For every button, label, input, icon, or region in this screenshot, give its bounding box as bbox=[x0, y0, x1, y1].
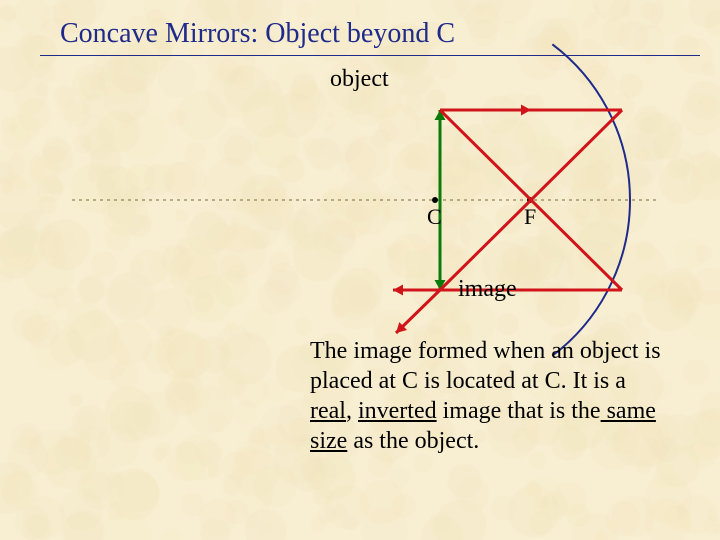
c-point bbox=[432, 197, 438, 203]
description-text: The image formed when an object is place… bbox=[310, 336, 670, 456]
c-label: C bbox=[427, 204, 442, 230]
description-fragment: real bbox=[310, 398, 346, 424]
description-fragment: , bbox=[346, 398, 358, 424]
description-fragment: The image formed when an object is place… bbox=[310, 338, 661, 394]
image-label: image bbox=[458, 276, 517, 303]
f-label: F bbox=[524, 204, 536, 230]
description-fragment: image that is the bbox=[437, 398, 601, 424]
object-label: object bbox=[330, 66, 389, 93]
description-fragment: as the object. bbox=[347, 428, 479, 454]
description-fragment: inverted bbox=[358, 398, 437, 424]
